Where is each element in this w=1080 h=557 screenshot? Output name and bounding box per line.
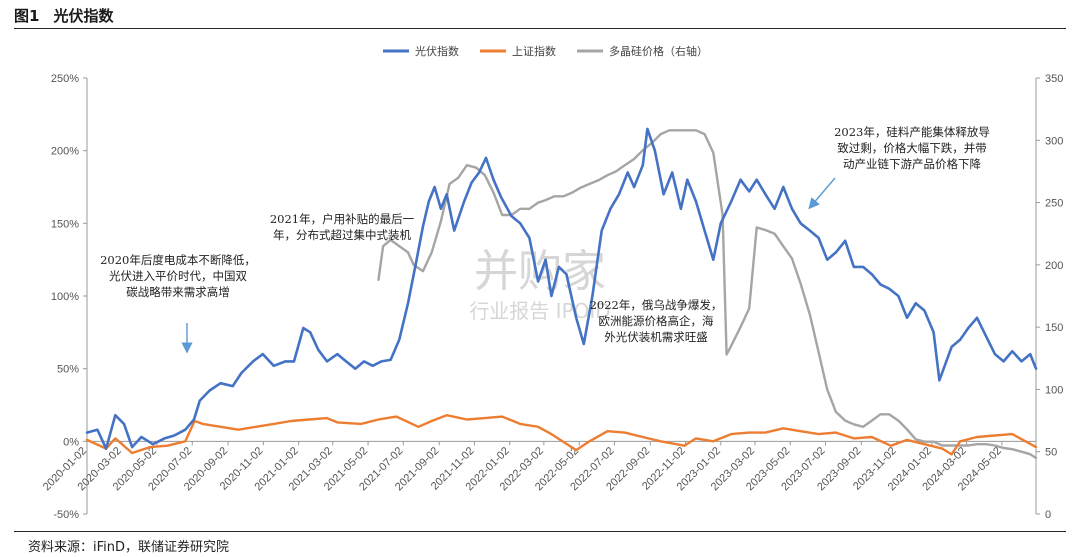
annotation-a2023-line-1: 致过剩，价格大幅下跌，并带	[837, 141, 987, 155]
annotation-a2022-line-0: 2022年，俄乌战争爆发，	[590, 298, 723, 312]
annotation-a2021-line-0: 2021年，户用补贴的最后一	[270, 212, 415, 226]
chart-series	[85, 127, 1038, 460]
y-left-tick-label: 150%	[51, 218, 79, 230]
y-right-tick-label: 350	[1045, 73, 1063, 85]
annotation-a2023-line-0: 2023年，硅料产能集体释放导	[834, 125, 990, 139]
annotation-a2022-line-1: 欧洲能源价格高企，海	[599, 314, 714, 328]
y-right-tick-label: 150	[1045, 322, 1063, 334]
arrow-2023	[808, 177, 836, 210]
y-left-tick-label: 50%	[57, 364, 79, 376]
legend-label-2: 多晶硅价格（右轴）	[609, 44, 708, 58]
polysilicon-price-line	[377, 129, 1038, 460]
watermark-main: 并购家	[474, 246, 606, 297]
y-right-tick-label: 100	[1045, 384, 1063, 396]
annotation-a2020-line-0: 2020年后度电成本不断降低，	[100, 253, 256, 267]
y-right-tick-label: 50	[1045, 447, 1057, 459]
y-right-tick-label: 200	[1045, 260, 1063, 272]
sh-index-line	[85, 414, 1038, 456]
y-left-tick-label: -50%	[53, 509, 79, 521]
y-left-tick-label: 100%	[51, 291, 79, 303]
annotation-a2023-line-2: 动产业链下游产品价格下降	[843, 157, 981, 171]
legend-label-1: 上证指数	[512, 44, 556, 58]
y-right-tick-label: 250	[1045, 198, 1063, 210]
annotation-a2022-line-2: 外光伏装机需求旺盛	[604, 330, 708, 344]
figure-title: 图1 光伏指数	[14, 5, 127, 26]
source-note: 资料来源：iFinD，联储证券研究院	[28, 540, 230, 555]
pv-index-line	[85, 127, 1038, 450]
figure-title-text: 光伏指数	[53, 7, 114, 25]
bottom-rule	[14, 531, 1066, 532]
annotation-a2020-line-1: 光伏进入平价时代，中国双	[109, 269, 247, 283]
annotation-a2021-line-1: 年，分布式超过集中式装机	[273, 228, 411, 242]
y-left-tick-label: 250%	[51, 73, 79, 85]
chart-canvas: 光伏指数 上证指数 多晶硅价格（右轴） 250% 200% 150% 100% 50% 0% -…	[41, 44, 1064, 521]
y-left-tick-label: 200%	[51, 146, 79, 158]
figure-number: 图1	[14, 7, 40, 25]
top-rule	[14, 28, 1066, 29]
y-right-tick-label: 300	[1045, 135, 1063, 147]
annotation-a2020-line-2: 碳战略带来需求高增	[126, 285, 230, 299]
y-right-tick-label: 0	[1045, 509, 1051, 521]
legend-label-0: 光伏指数	[415, 44, 459, 58]
y-left-tick-label: 0%	[63, 436, 79, 448]
legend: 光伏指数 上证指数 多晶硅价格（右轴）	[383, 44, 708, 58]
